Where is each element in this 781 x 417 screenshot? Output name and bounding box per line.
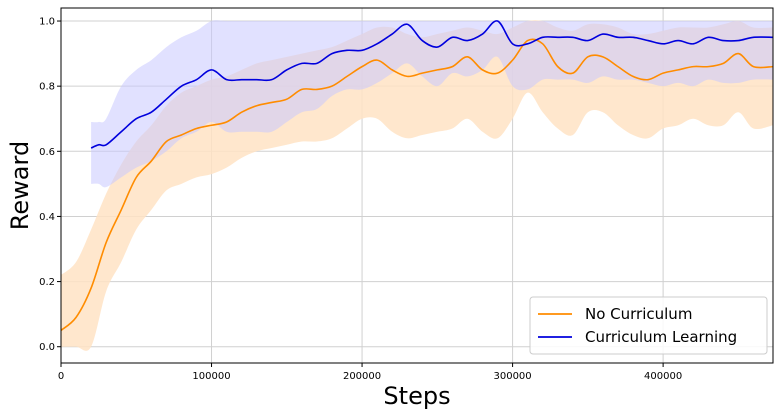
- y-tick-label: 0.8: [39, 82, 55, 93]
- x-tick-label: 400000: [644, 371, 682, 382]
- x-tick-label: 0: [58, 371, 64, 382]
- series-lines: [60, 20, 774, 332]
- legend: No Curriculum Curriculum Learning: [529, 296, 768, 355]
- x-axis-label: Steps: [383, 382, 450, 410]
- confidence-bands: [61, 20, 774, 351]
- x-axis-ticks: 0 100000 200000 300000 400000: [58, 363, 682, 382]
- y-tick-label: 0.4: [39, 212, 55, 223]
- line-no-curriculum: [60, 38, 774, 332]
- x-tick-label: 100000: [192, 371, 230, 382]
- legend-label-no-curriculum: No Curriculum: [585, 305, 692, 323]
- y-tick-label: 1.0: [39, 17, 55, 28]
- legend-label-curriculum-learning: Curriculum Learning: [585, 328, 737, 346]
- legend-box: [529, 296, 768, 355]
- y-tick-label: 0.2: [39, 277, 55, 288]
- x-tick-label: 300000: [493, 371, 531, 382]
- y-tick-label: 0.0: [39, 342, 55, 353]
- y-tick-label: 0.6: [39, 147, 55, 158]
- band-curriculum-learning: [91, 20, 774, 188]
- y-axis-label: Reward: [6, 141, 34, 230]
- y-axis-ticks: 0.0 0.2 0.4 0.6 0.8 1.0: [39, 17, 61, 353]
- line-curriculum-learning: [90, 20, 774, 149]
- x-tick-label: 200000: [343, 371, 381, 382]
- plot-frame: [60, 7, 774, 364]
